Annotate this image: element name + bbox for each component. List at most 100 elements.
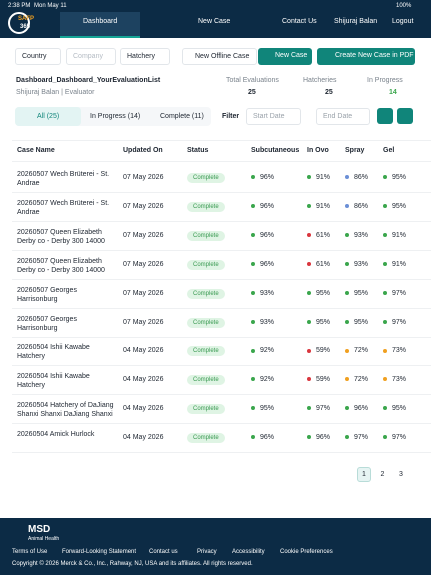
date-input[interactable]: End Date (316, 108, 370, 125)
score-text: 95% (354, 318, 369, 326)
case-name[interactable]: 20260507 Wech Brüterei - St. Andrae (17, 171, 110, 187)
updated-on: 07 May 2026 (123, 202, 164, 210)
score-text: 59% (316, 376, 331, 384)
score-dot (345, 435, 349, 440)
active-tab (60, 12, 140, 38)
case-name[interactable]: 20260504 Ishii Kawabe Hatchery (17, 344, 90, 361)
nav-item[interactable]: Shijuraj Balan (334, 18, 378, 25)
stat-label: Hatcheries (303, 77, 337, 84)
row-divider (12, 452, 431, 454)
select[interactable]: Company (66, 48, 116, 65)
score-text: 93% (260, 318, 275, 326)
logo-sub: 365 (20, 24, 31, 30)
score: 73% (383, 376, 406, 383)
status-badge: Complete (187, 173, 225, 183)
row-divider (12, 249, 431, 251)
row-divider (12, 192, 431, 193)
button[interactable]: New Offline Case (182, 48, 258, 65)
score: 95% (307, 319, 330, 326)
status-date: Mon May 11 (34, 3, 67, 9)
score-dot (345, 319, 349, 324)
search-button[interactable] (377, 108, 393, 124)
button[interactable]: Create New Case in PDF (317, 48, 415, 65)
row-divider (12, 278, 431, 280)
score-text: 97% (392, 434, 407, 442)
column-header[interactable]: Updated On (123, 147, 163, 154)
score-text: 93% (260, 289, 275, 297)
button[interactable]: New Case (258, 48, 312, 65)
status-badge: Complete (187, 346, 225, 357)
status-badge: Complete (187, 404, 225, 415)
date-input[interactable]: Start Date (246, 108, 301, 125)
page-number[interactable]: 1 (362, 471, 366, 478)
score: 96% (307, 434, 330, 441)
score-dot (307, 406, 311, 411)
tab[interactable]: In Progress (14) (90, 113, 141, 120)
score: 86% (345, 203, 368, 210)
score-text: 86% (354, 174, 369, 181)
score-text: 92% (260, 347, 275, 355)
nav-item[interactable]: Logout (392, 18, 414, 25)
status-badge: Complete (187, 375, 225, 386)
score: 97% (383, 434, 406, 441)
page-number[interactable]: 2 (380, 471, 385, 478)
row-divider (12, 307, 431, 309)
row-divider (12, 423, 431, 425)
updated-on: 07 May 2026 (123, 174, 164, 181)
score-text: 72% (354, 376, 369, 384)
row-divider (12, 394, 431, 396)
updated-on: 04 May 2026 (123, 376, 164, 384)
score: 95% (383, 203, 406, 210)
score: 95% (345, 319, 368, 326)
score: 73% (383, 347, 406, 354)
score-dot (251, 204, 255, 209)
case-name[interactable]: 20260507 Queen Elizabeth Derby co - Derb… (17, 257, 105, 274)
nav-item[interactable]: Contact Us (282, 18, 317, 25)
tab[interactable]: Complete (11) (160, 113, 204, 120)
score-text: 95% (392, 202, 407, 210)
case-name[interactable]: 20260504 Amick Hurlock (17, 431, 95, 439)
score-text: 93% (354, 260, 369, 268)
page-number[interactable]: 3 (399, 471, 403, 478)
score-text: 92% (260, 376, 275, 384)
score: 96% (251, 232, 274, 239)
score-dot (345, 232, 349, 237)
case-name[interactable]: 20260507 Wech Brüterei - St. Andrae (17, 199, 110, 216)
tab[interactable]: All (25) (37, 113, 60, 120)
case-name[interactable]: 20260507 Queen Elizabeth Derby co - Derb… (17, 228, 105, 245)
footer-link[interactable]: Cookie Preferences (280, 549, 333, 555)
footer-link[interactable]: Accessibility (232, 549, 265, 555)
select[interactable]: Hatchery (120, 48, 170, 65)
select[interactable]: Country (15, 48, 61, 65)
score-text: 95% (392, 174, 407, 181)
score: 61% (307, 232, 330, 239)
clear-button[interactable] (397, 108, 413, 124)
case-name[interactable]: 20260507 Georges Harrisonburg (17, 286, 77, 303)
score-text: 96% (260, 231, 275, 239)
footer-link[interactable]: Forward-Looking Statement (62, 549, 137, 555)
case-name[interactable]: 20260507 Georges Harrisonburg (17, 315, 77, 332)
score-dot (307, 435, 311, 440)
score-text: 73% (392, 347, 407, 355)
score: 96% (345, 405, 368, 412)
score-dot (345, 377, 349, 382)
footer-link[interactable]: Privacy (197, 549, 217, 555)
case-name[interactable]: 20260504 Ishii Kawabe Hatchery (17, 373, 90, 390)
active-tab-bg (15, 107, 81, 126)
score-dot (383, 204, 387, 209)
score: 86% (345, 174, 368, 181)
score-dot (251, 435, 255, 440)
score-text: 86% (354, 202, 369, 210)
score-dot (307, 232, 311, 237)
nav-item[interactable]: Dashboard (83, 18, 118, 25)
footer-link[interactable]: Contact us (149, 549, 178, 555)
score-text: 97% (316, 405, 331, 413)
score-dot (251, 261, 255, 266)
score-dot (383, 175, 387, 180)
column-header[interactable]: Case Name (17, 147, 55, 154)
footer-link[interactable]: Terms of Use (12, 549, 48, 555)
nav-item[interactable]: New Case (198, 18, 231, 25)
score-dot (251, 290, 255, 295)
case-name[interactable]: 20260504 Hatchery of DaJiang Shanxi Shan… (17, 402, 114, 419)
